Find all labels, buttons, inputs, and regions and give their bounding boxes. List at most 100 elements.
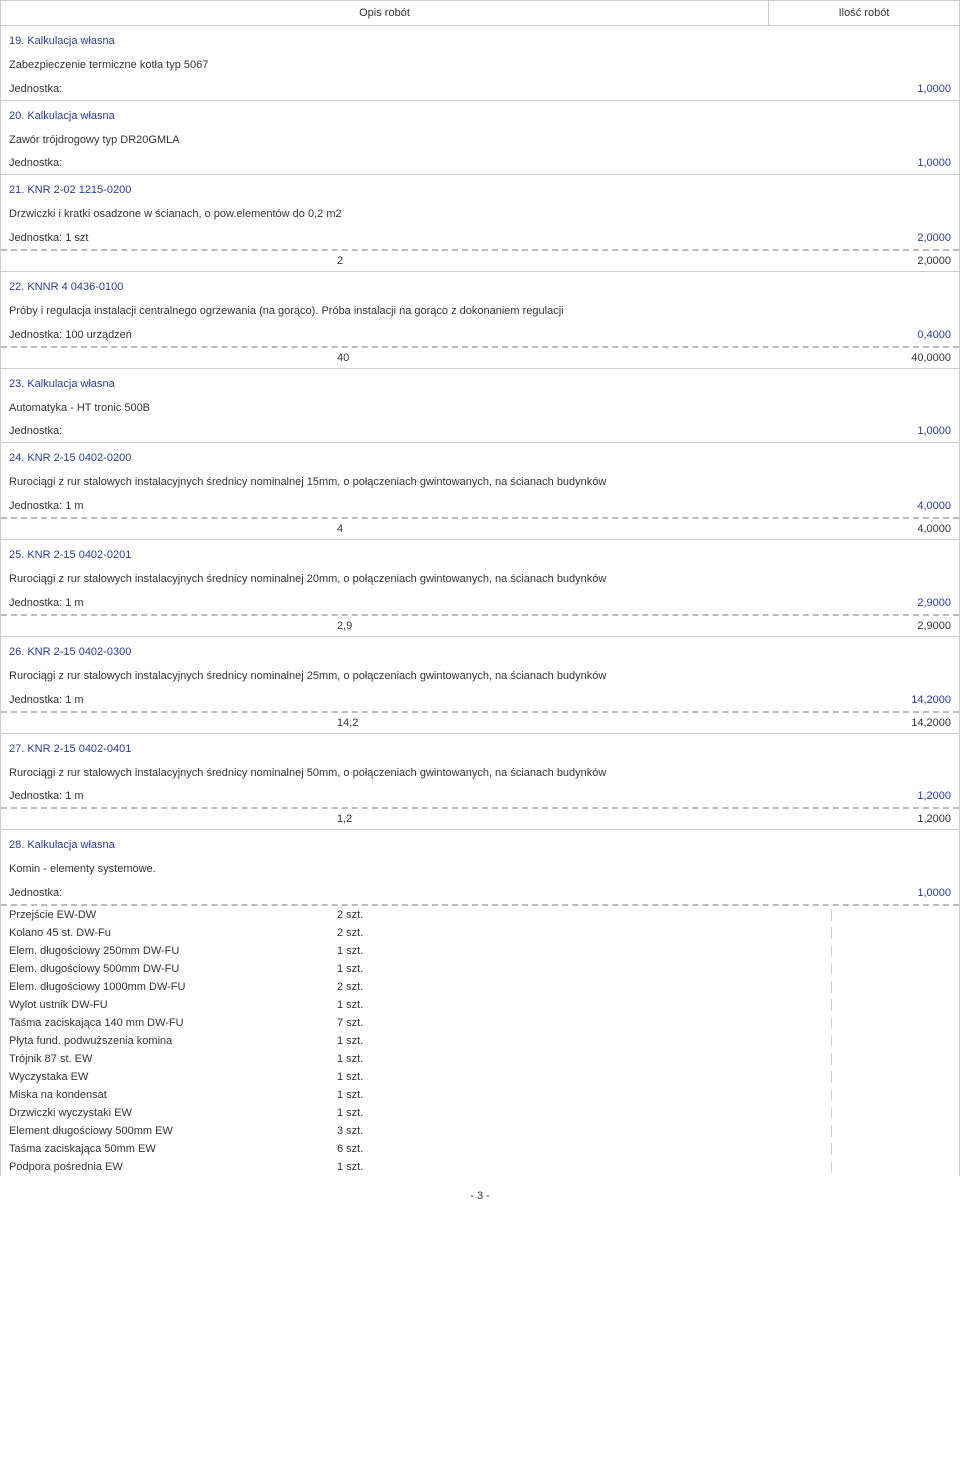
item-title: 24. KNR 2-15 0402-0200 — [1, 443, 959, 467]
sub-right — [831, 1053, 951, 1065]
sub-right — [831, 909, 951, 921]
unit-label: Jednostka: 1 m — [9, 790, 841, 802]
sub-mid: 1 szt. — [337, 963, 831, 975]
sub-left: Taśma zaciskająca 50mm EW — [9, 1143, 337, 1155]
header-desc: Opis robót — [1, 1, 769, 25]
sub-mid: 1 szt. — [337, 1053, 831, 1065]
calc-row: 4040,0000 — [1, 348, 959, 369]
sub-mid: 1 szt. — [337, 1161, 831, 1173]
calc-mid: 14,2 — [337, 717, 841, 729]
unit-label: Jednostka: — [9, 887, 841, 899]
item-title: 19. Kalkulacja własna — [1, 26, 959, 50]
sub-left: Trójnik 87 st. EW — [9, 1053, 337, 1065]
sub-left: Podpora pośrednia EW — [9, 1161, 337, 1173]
sub-row: Kolano 45 st. DW-Fu2 szt. — [1, 924, 959, 942]
calc-mid: 2,9 — [337, 620, 841, 632]
unit-value: 1,0000 — [841, 83, 951, 95]
calc-mid: 40 — [337, 352, 841, 364]
sub-row: Trójnik 87 st. EW1 szt. — [1, 1050, 959, 1068]
unit-label: Jednostka: 1 m — [9, 694, 841, 706]
sub-left: Elem. długościowy 1000mm DW-FU — [9, 981, 337, 993]
sub-left: Wyczystaka EW — [9, 1071, 337, 1083]
unit-value: 1,0000 — [841, 887, 951, 899]
sub-row: Taśma zaciskająca 50mm EW6 szt. — [1, 1140, 959, 1158]
sub-row: Wylot ustnik DW-FU1 szt. — [1, 996, 959, 1014]
sub-row: Element długościowy 500mm EW3 szt. — [1, 1122, 959, 1140]
sub-mid: 6 szt. — [337, 1143, 831, 1155]
sub-mid: 1 szt. — [337, 1107, 831, 1119]
item-title: 23. Kalkulacja własna — [1, 369, 959, 393]
unit-row: Jednostka: 1 szt2,0000 — [1, 227, 959, 251]
page-footer: - 3 - — [0, 1176, 960, 1216]
unit-label: Jednostka: 100 urządzeń — [9, 329, 841, 341]
item-title: 25. KNR 2-15 0402-0201 — [1, 540, 959, 564]
unit-value: 4,0000 — [841, 500, 951, 512]
unit-value: 1,2000 — [841, 790, 951, 802]
sub-right — [831, 1035, 951, 1047]
unit-value: 14,2000 — [841, 694, 951, 706]
sub-left: Taśma zaciskająca 140 mm DW-FU — [9, 1017, 337, 1029]
calc-mid: 1,2 — [337, 813, 841, 825]
sub-left: Kolano 45 st. DW-Fu — [9, 927, 337, 939]
unit-row: Jednostka: 100 urządzeń0,4000 — [1, 324, 959, 348]
unit-value: 1,0000 — [841, 425, 951, 437]
sub-right — [831, 1125, 951, 1137]
sub-mid: 2 szt. — [337, 909, 831, 921]
sub-row: Wyczystaka EW1 szt. — [1, 1068, 959, 1086]
calc-row: 22,0000 — [1, 251, 959, 272]
sub-row: Miska na kondensat1 szt. — [1, 1086, 959, 1104]
sub-row: Drzwiczki wyczystaki EW1 szt. — [1, 1104, 959, 1122]
sub-mid: 7 szt. — [337, 1017, 831, 1029]
sub-mid: 1 szt. — [337, 945, 831, 957]
sub-mid: 1 szt. — [337, 1035, 831, 1047]
item-desc: Automatyka - HT tronic 500B — [1, 393, 959, 421]
item-desc: Rurociągi z rur stalowych instalacyjnych… — [1, 758, 959, 786]
calc-row: 1,21,2000 — [1, 809, 959, 830]
sub-right — [831, 963, 951, 975]
item-desc: Rurociągi z rur stalowych instalacyjnych… — [1, 661, 959, 689]
sub-row: Elem. długościowy 250mm DW-FU1 szt. — [1, 942, 959, 960]
unit-row: Jednostka:1,0000 — [1, 882, 959, 906]
sub-left: Płyta fund. podwuższenia komina — [9, 1035, 337, 1047]
sub-mid: 1 szt. — [337, 1089, 831, 1101]
sub-mid: 3 szt. — [337, 1125, 831, 1137]
unit-value: 0,4000 — [841, 329, 951, 341]
unit-label: Jednostka: 1 szt — [9, 232, 841, 244]
unit-label: Jednostka: 1 m — [9, 500, 841, 512]
unit-row: Jednostka: 1 m14,2000 — [1, 689, 959, 713]
items-container: 19. Kalkulacja własnaZabezpieczenie term… — [1, 26, 959, 1176]
item-desc: Rurociągi z rur stalowych instalacyjnych… — [1, 564, 959, 592]
sub-left: Przejście EW-DW — [9, 909, 337, 921]
sub-left: Elem. długościowy 250mm DW-FU — [9, 945, 337, 957]
calc-row: 44,0000 — [1, 519, 959, 540]
sub-right — [831, 1161, 951, 1173]
sub-left: Wylot ustnik DW-FU — [9, 999, 337, 1011]
sub-right — [831, 945, 951, 957]
calc-right: 4,0000 — [841, 523, 951, 535]
sub-right — [831, 1089, 951, 1101]
item-title: 22. KNNR 4 0436-0100 — [1, 272, 959, 296]
sub-left: Drzwiczki wyczystaki EW — [9, 1107, 337, 1119]
sub-row: Taśma zaciskająca 140 mm DW-FU7 szt. — [1, 1014, 959, 1032]
unit-row: Jednostka:1,0000 — [1, 152, 959, 175]
sub-right — [831, 1071, 951, 1083]
item-desc: Rurociągi z rur stalowych instalacyjnych… — [1, 467, 959, 495]
unit-value: 2,0000 — [841, 232, 951, 244]
unit-row: Jednostka:1,0000 — [1, 78, 959, 101]
cost-table: Opis robót Ilość robót 19. Kalkulacja wł… — [0, 0, 960, 1176]
calc-right: 14,2000 — [841, 717, 951, 729]
unit-label: Jednostka: 1 m — [9, 597, 841, 609]
sub-row: Elem. długościowy 1000mm DW-FU2 szt. — [1, 978, 959, 996]
header-qty: Ilość robót — [769, 1, 959, 25]
sub-right — [831, 1107, 951, 1119]
unit-value: 2,9000 — [841, 597, 951, 609]
unit-value: 1,0000 — [841, 157, 951, 169]
item-desc: Zabezpieczenie termiczne kotła typ 5067 — [1, 50, 959, 78]
sub-right — [831, 981, 951, 993]
item-title: 27. KNR 2-15 0402-0401 — [1, 734, 959, 758]
sub-row: Elem. długościowy 500mm DW-FU1 szt. — [1, 960, 959, 978]
unit-row: Jednostka: 1 m2,9000 — [1, 592, 959, 616]
sub-right — [831, 1143, 951, 1155]
unit-label: Jednostka: — [9, 425, 841, 437]
sub-mid: 1 szt. — [337, 999, 831, 1011]
